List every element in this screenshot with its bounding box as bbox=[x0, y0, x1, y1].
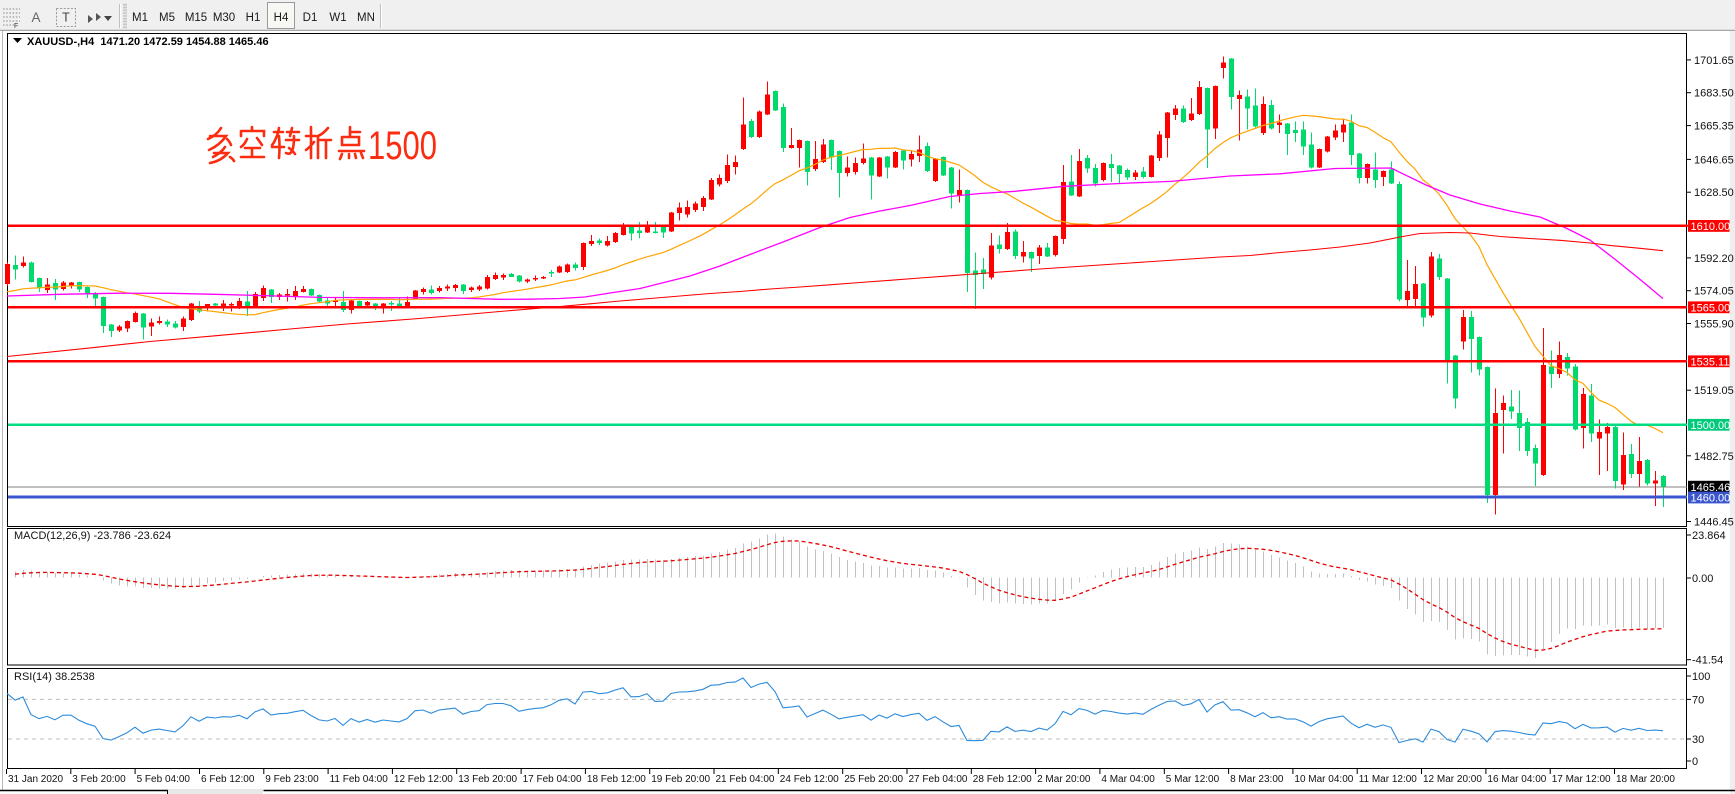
svg-text:MN: MN bbox=[357, 12, 375, 24]
svg-text:1646.65: 1646.65 bbox=[1694, 154, 1734, 166]
svg-text:RSI(14) 38.2538: RSI(14) 38.2538 bbox=[14, 671, 95, 683]
svg-text:1519.05: 1519.05 bbox=[1694, 385, 1734, 397]
svg-text:1482.75: 1482.75 bbox=[1694, 451, 1734, 463]
svg-text:11 Mar 12:00: 11 Mar 12:00 bbox=[1359, 774, 1418, 785]
svg-text:28 Feb 12:00: 28 Feb 12:00 bbox=[973, 774, 1032, 785]
svg-text:1500: 1500 bbox=[368, 124, 437, 168]
svg-text:18 Mar 20:00: 18 Mar 20:00 bbox=[1616, 774, 1675, 785]
svg-text:17 Mar 12:00: 17 Mar 12:00 bbox=[1552, 774, 1611, 785]
svg-text:M15: M15 bbox=[185, 12, 207, 24]
svg-text:1465.46: 1465.46 bbox=[1691, 482, 1731, 494]
svg-text:1628.50: 1628.50 bbox=[1694, 187, 1734, 199]
svg-text:1683.50: 1683.50 bbox=[1694, 88, 1734, 100]
svg-text:W1: W1 bbox=[329, 12, 346, 24]
svg-text:70: 70 bbox=[1692, 694, 1704, 706]
svg-text:1446.45: 1446.45 bbox=[1694, 517, 1734, 529]
svg-text:A: A bbox=[32, 10, 41, 25]
svg-text:M5: M5 bbox=[159, 12, 175, 24]
svg-text:1500.00: 1500.00 bbox=[1691, 420, 1731, 432]
svg-text:16 Mar 04:00: 16 Mar 04:00 bbox=[1487, 774, 1546, 785]
svg-text:1592.20: 1592.20 bbox=[1694, 253, 1734, 265]
svg-text:F: F bbox=[14, 23, 18, 30]
svg-text:1565.00: 1565.00 bbox=[1691, 302, 1731, 314]
svg-text:27 Feb 04:00: 27 Feb 04:00 bbox=[909, 774, 968, 785]
svg-text:12 Feb 12:00: 12 Feb 12:00 bbox=[394, 774, 453, 785]
svg-text:1665.35: 1665.35 bbox=[1694, 121, 1734, 133]
svg-text:23.864: 23.864 bbox=[1692, 530, 1726, 542]
svg-text:0: 0 bbox=[1692, 756, 1698, 768]
svg-text:-41.54: -41.54 bbox=[1692, 655, 1723, 667]
svg-text:19 Feb 20:00: 19 Feb 20:00 bbox=[651, 774, 710, 785]
svg-text:30: 30 bbox=[1692, 734, 1704, 746]
svg-text:5 Mar 12:00: 5 Mar 12:00 bbox=[1166, 774, 1220, 785]
svg-text:H1: H1 bbox=[246, 12, 261, 24]
svg-text:H4: H4 bbox=[274, 12, 289, 24]
svg-text:2 Mar 20:00: 2 Mar 20:00 bbox=[1037, 774, 1091, 785]
svg-text:1460.00: 1460.00 bbox=[1691, 493, 1731, 505]
svg-text:4 Mar 04:00: 4 Mar 04:00 bbox=[1101, 774, 1155, 785]
svg-text:13 Feb 20:00: 13 Feb 20:00 bbox=[458, 774, 517, 785]
svg-text:8 Mar 23:00: 8 Mar 23:00 bbox=[1230, 774, 1284, 785]
svg-text:D1: D1 bbox=[303, 12, 318, 24]
svg-text:3 Feb 20:00: 3 Feb 20:00 bbox=[72, 774, 126, 785]
svg-text:5 Feb 04:00: 5 Feb 04:00 bbox=[137, 774, 191, 785]
svg-text:17 Feb 04:00: 17 Feb 04:00 bbox=[523, 774, 582, 785]
svg-text:24 Feb 12:00: 24 Feb 12:00 bbox=[780, 774, 839, 785]
svg-text:10 Mar 04:00: 10 Mar 04:00 bbox=[1294, 774, 1353, 785]
svg-text:M1: M1 bbox=[132, 12, 148, 24]
svg-text:12 Mar 20:00: 12 Mar 20:00 bbox=[1423, 774, 1482, 785]
svg-text:1610.00: 1610.00 bbox=[1691, 221, 1731, 233]
svg-text:1535.11: 1535.11 bbox=[1691, 356, 1730, 368]
svg-text:1701.65: 1701.65 bbox=[1694, 55, 1734, 67]
svg-text:18 Feb 12:00: 18 Feb 12:00 bbox=[587, 774, 646, 785]
svg-text:T: T bbox=[62, 11, 70, 25]
svg-text:1555.90: 1555.90 bbox=[1694, 319, 1734, 331]
svg-text:11 Feb 04:00: 11 Feb 04:00 bbox=[330, 774, 389, 785]
svg-text:100: 100 bbox=[1692, 671, 1710, 683]
svg-text:XAUUSD-,H4 1471.20 1472.59 14: XAUUSD-,H4 1471.20 1472.59 1454.88 1465.… bbox=[27, 36, 269, 48]
svg-text:25 Feb 20:00: 25 Feb 20:00 bbox=[844, 774, 903, 785]
svg-text:1574.05: 1574.05 bbox=[1694, 286, 1734, 298]
svg-text:21 Feb 04:00: 21 Feb 04:00 bbox=[716, 774, 775, 785]
svg-text:MACD(12,26,9) -23.786 -23.624: MACD(12,26,9) -23.786 -23.624 bbox=[14, 530, 171, 542]
svg-text:6 Feb 12:00: 6 Feb 12:00 bbox=[201, 774, 255, 785]
svg-text:M30: M30 bbox=[213, 12, 235, 24]
svg-text:9 Feb 23:00: 9 Feb 23:00 bbox=[265, 774, 319, 785]
svg-text:0.00: 0.00 bbox=[1692, 573, 1713, 585]
svg-text:31 Jan 2020: 31 Jan 2020 bbox=[8, 774, 63, 785]
